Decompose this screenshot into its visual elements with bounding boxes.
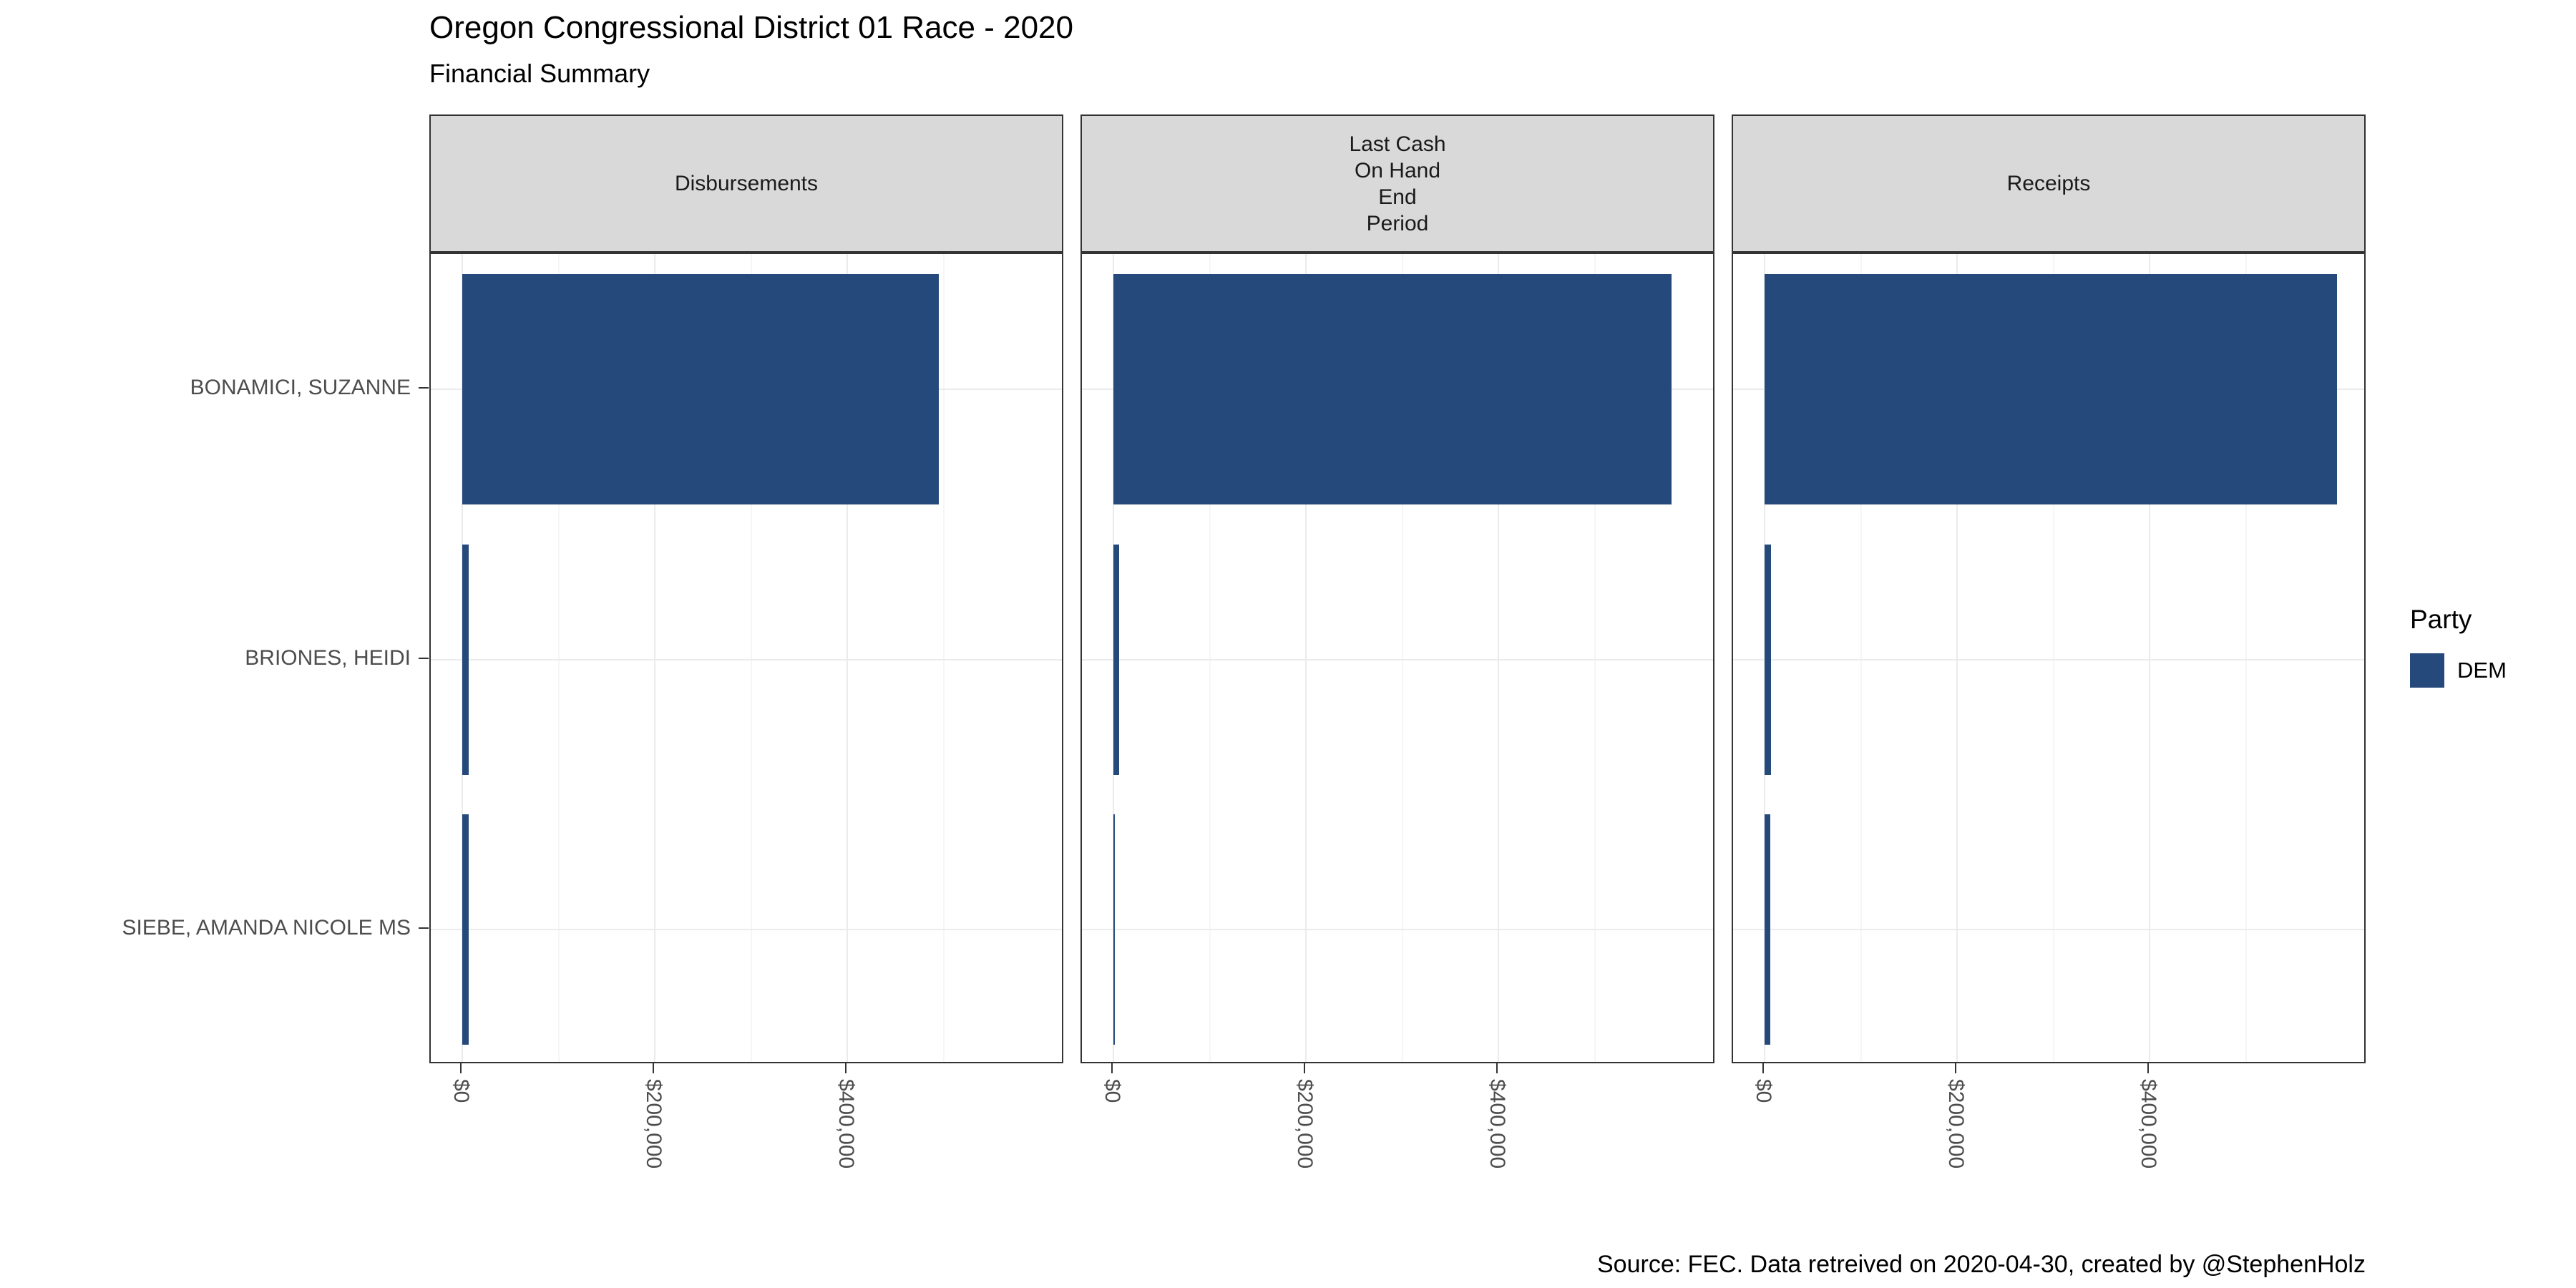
- facet-strip: Disbursements: [429, 114, 1063, 253]
- x-tick-label: $400,000: [2137, 1079, 2160, 1169]
- gridline-major: [1498, 254, 1499, 1062]
- gridline-major: [431, 658, 1062, 660]
- bar: [1765, 814, 1771, 1045]
- y-axis-label: SIEBE, AMANDA NICOLE MS: [122, 916, 411, 940]
- x-tick-mark: [653, 1063, 654, 1073]
- gridline-minor: [557, 254, 560, 1062]
- x-tick-mark: [845, 1063, 847, 1073]
- source-caption: Source: FEC. Data retreived on 2020-04-3…: [1597, 1251, 2366, 1278]
- gridline-major: [1733, 658, 2364, 660]
- gridline-minor: [750, 254, 752, 1062]
- y-tick-mark: [419, 657, 429, 659]
- x-tick-mark: [1762, 1063, 1764, 1073]
- gridline-major: [1956, 254, 1958, 1062]
- gridline-minor: [1401, 254, 1403, 1062]
- y-axis-label: BRIONES, HEIDI: [245, 645, 411, 670]
- facet-panel: [1732, 253, 2366, 1063]
- x-tick-label: $0: [1101, 1079, 1124, 1103]
- facet-panel: [429, 253, 1063, 1063]
- x-tick-mark: [1496, 1063, 1498, 1073]
- y-tick-mark: [419, 386, 429, 389]
- legend: Party DEM: [2410, 605, 2507, 688]
- chart-title: Oregon Congressional District 01 Race - …: [429, 10, 1074, 45]
- bar: [1113, 273, 1672, 504]
- bar: [1113, 814, 1115, 1045]
- x-tick-label: $400,000: [1485, 1079, 1509, 1169]
- facet-strip-label: Disbursements: [674, 172, 819, 195]
- y-tick-mark: [419, 927, 429, 930]
- gridline-minor: [2245, 254, 2247, 1062]
- bar: [1113, 544, 1120, 775]
- legend-key-dem: [2410, 653, 2444, 688]
- bar: [462, 273, 939, 504]
- x-tick-label: $400,000: [834, 1079, 858, 1169]
- x-tick-label: $200,000: [1944, 1079, 1968, 1169]
- gridline-minor: [1594, 254, 1596, 1062]
- gridline-major: [431, 929, 1062, 931]
- bar: [1765, 544, 1772, 775]
- x-tick-label: $200,000: [642, 1079, 665, 1169]
- bar: [462, 814, 469, 1045]
- x-tick-mark: [1304, 1063, 1305, 1073]
- x-tick-label: $0: [449, 1079, 473, 1103]
- facet-strip-label: Receipts: [2006, 172, 2091, 195]
- gridline-minor: [942, 254, 945, 1062]
- gridline-minor: [1860, 254, 1862, 1062]
- gridline-minor: [2052, 254, 2054, 1062]
- x-tick-mark: [460, 1063, 462, 1073]
- facet-strip: Last Cash On Hand End Period: [1080, 114, 1714, 253]
- gridline-major: [2149, 254, 2150, 1062]
- x-tick-label: $0: [1752, 1079, 1775, 1103]
- x-tick-label: $200,000: [1293, 1079, 1317, 1169]
- chart-subtitle: Financial Summary: [429, 59, 650, 88]
- bar: [462, 544, 469, 775]
- legend-title: Party: [2410, 605, 2472, 634]
- gridline-major: [847, 254, 848, 1062]
- bar: [1765, 273, 2338, 504]
- legend-entry-label: DEM: [2457, 658, 2507, 683]
- x-tick-mark: [2147, 1063, 2149, 1073]
- gridline-major: [1082, 658, 1713, 660]
- gridline-major: [1305, 254, 1307, 1062]
- x-tick-mark: [1111, 1063, 1113, 1073]
- gridline-major: [1082, 929, 1713, 931]
- facet-panel: [1080, 253, 1714, 1063]
- gridline-major: [654, 254, 655, 1062]
- gridline-minor: [1209, 254, 1211, 1062]
- y-axis-label: BONAMICI, SUZANNE: [190, 375, 411, 399]
- facet-strip: Receipts: [1732, 114, 2366, 253]
- legend-entry: DEM: [2410, 653, 2507, 688]
- facet-strip-label: Last Cash On Hand End Period: [1349, 132, 1446, 235]
- gridline-major: [1733, 929, 2364, 931]
- x-tick-mark: [1955, 1063, 1956, 1073]
